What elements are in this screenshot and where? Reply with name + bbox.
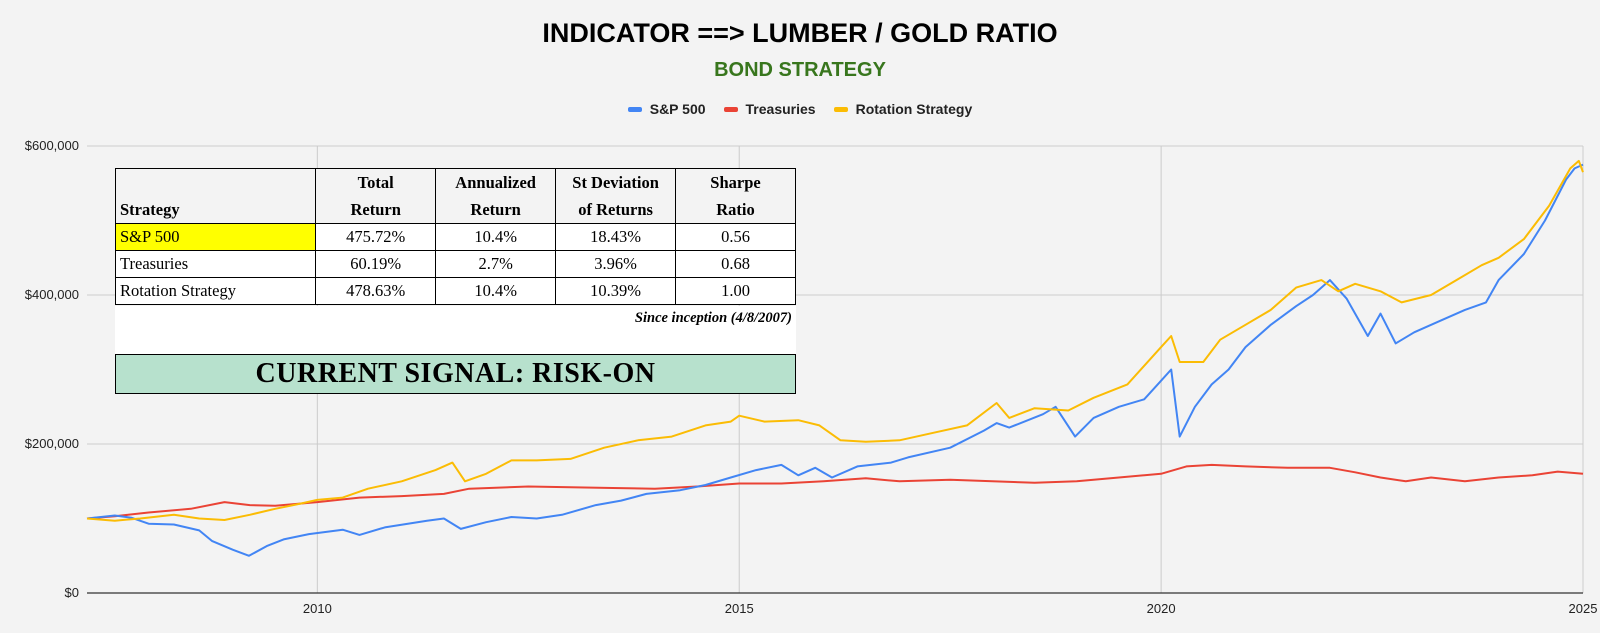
table-row: Rotation Strategy 478.63% 10.4% 10.39% 1…: [114, 277, 796, 305]
row-st-deviation: 18.43%: [555, 223, 677, 251]
legend-item-rotation[interactable]: Rotation Strategy: [833, 101, 973, 117]
row-total-return: 475.72%: [315, 223, 437, 251]
legend-swatch-sp500: [627, 106, 642, 112]
chart-title: INDICATOR ==> LUMBER / GOLD RATIO: [542, 18, 1058, 48]
chart-legend: S&P 500 Treasuries Rotation Strategy: [0, 101, 1600, 117]
stats-table-container: Strategy Total Return Annualized Return St…: [114, 168, 796, 305]
y-tick-label: $600,000: [25, 138, 79, 153]
x-tick-label: 2015: [725, 601, 754, 616]
y-tick-label: $0: [65, 585, 79, 600]
row-sharpe-ratio: 0.56: [675, 223, 796, 251]
table-row: Treasuries 60.19% 2.7% 3.96% 0.68: [114, 250, 796, 278]
x-tick-label: 2020: [1147, 601, 1176, 616]
row-strategy: S&P 500: [114, 223, 317, 251]
chart-tick-labels: $0 $200,000 $400,000 $600,000 2010 2015 2020 20…: [25, 138, 1598, 616]
x-tick-label: 2025: [1569, 601, 1598, 616]
row-annualized-return: 2.7%: [435, 250, 557, 278]
row-sharpe-ratio: 1.00: [675, 277, 796, 305]
legend-item-sp500[interactable]: S&P 500: [627, 101, 706, 117]
chart-series: [86, 159, 1584, 557]
inception-note: Since inception (4/8/2007): [115, 306, 796, 354]
stats-header-row: Strategy Total Return Annualized Return St…: [114, 168, 796, 224]
header-strategy: Strategy: [114, 168, 317, 224]
row-annualized-return: 10.4%: [435, 223, 557, 251]
y-tick-label: $400,000: [25, 287, 79, 302]
row-st-deviation: 3.96%: [555, 250, 677, 278]
legend-label-rotation: Rotation Strategy: [855, 101, 973, 117]
row-sharpe-ratio: 0.68: [675, 250, 796, 278]
legend-item-treasuries[interactable]: Treasuries: [723, 101, 816, 117]
chart-subtitle: BOND STRATEGY: [714, 59, 886, 81]
header-annualized-return: Annualized Return: [435, 168, 557, 224]
row-total-return: 60.19%: [315, 250, 437, 278]
series-line-rotation-strategy: [86, 159, 1584, 522]
series-line-s-p-500: [86, 163, 1584, 557]
header-sharpe-ratio: Sharpe Ratio: [675, 168, 796, 224]
legend-label-treasuries: Treasuries: [745, 101, 816, 117]
row-strategy: Treasuries: [114, 250, 317, 278]
row-total-return: 478.63%: [315, 277, 437, 305]
row-st-deviation: 10.39%: [555, 277, 677, 305]
row-strategy: Rotation Strategy: [114, 277, 317, 305]
legend-label-sp500: S&P 500: [649, 101, 706, 117]
y-tick-label: $200,000: [25, 436, 79, 451]
stats-table: Strategy Total Return Annualized Return St…: [114, 168, 796, 305]
row-annualized-return: 10.4%: [435, 277, 557, 305]
current-signal-banner: CURRENT SIGNAL: RISK-ON: [115, 354, 796, 394]
header-total-return: Total Return: [315, 168, 437, 224]
x-tick-label: 2010: [303, 601, 332, 616]
table-row: S&P 500 475.72% 10.4% 18.43% 0.56: [114, 223, 796, 251]
series-line-treasuries: [86, 463, 1584, 520]
header-st-deviation: St Deviation of Returns: [555, 168, 677, 224]
legend-swatch-treasuries: [723, 106, 738, 112]
legend-swatch-rotation: [833, 106, 848, 112]
